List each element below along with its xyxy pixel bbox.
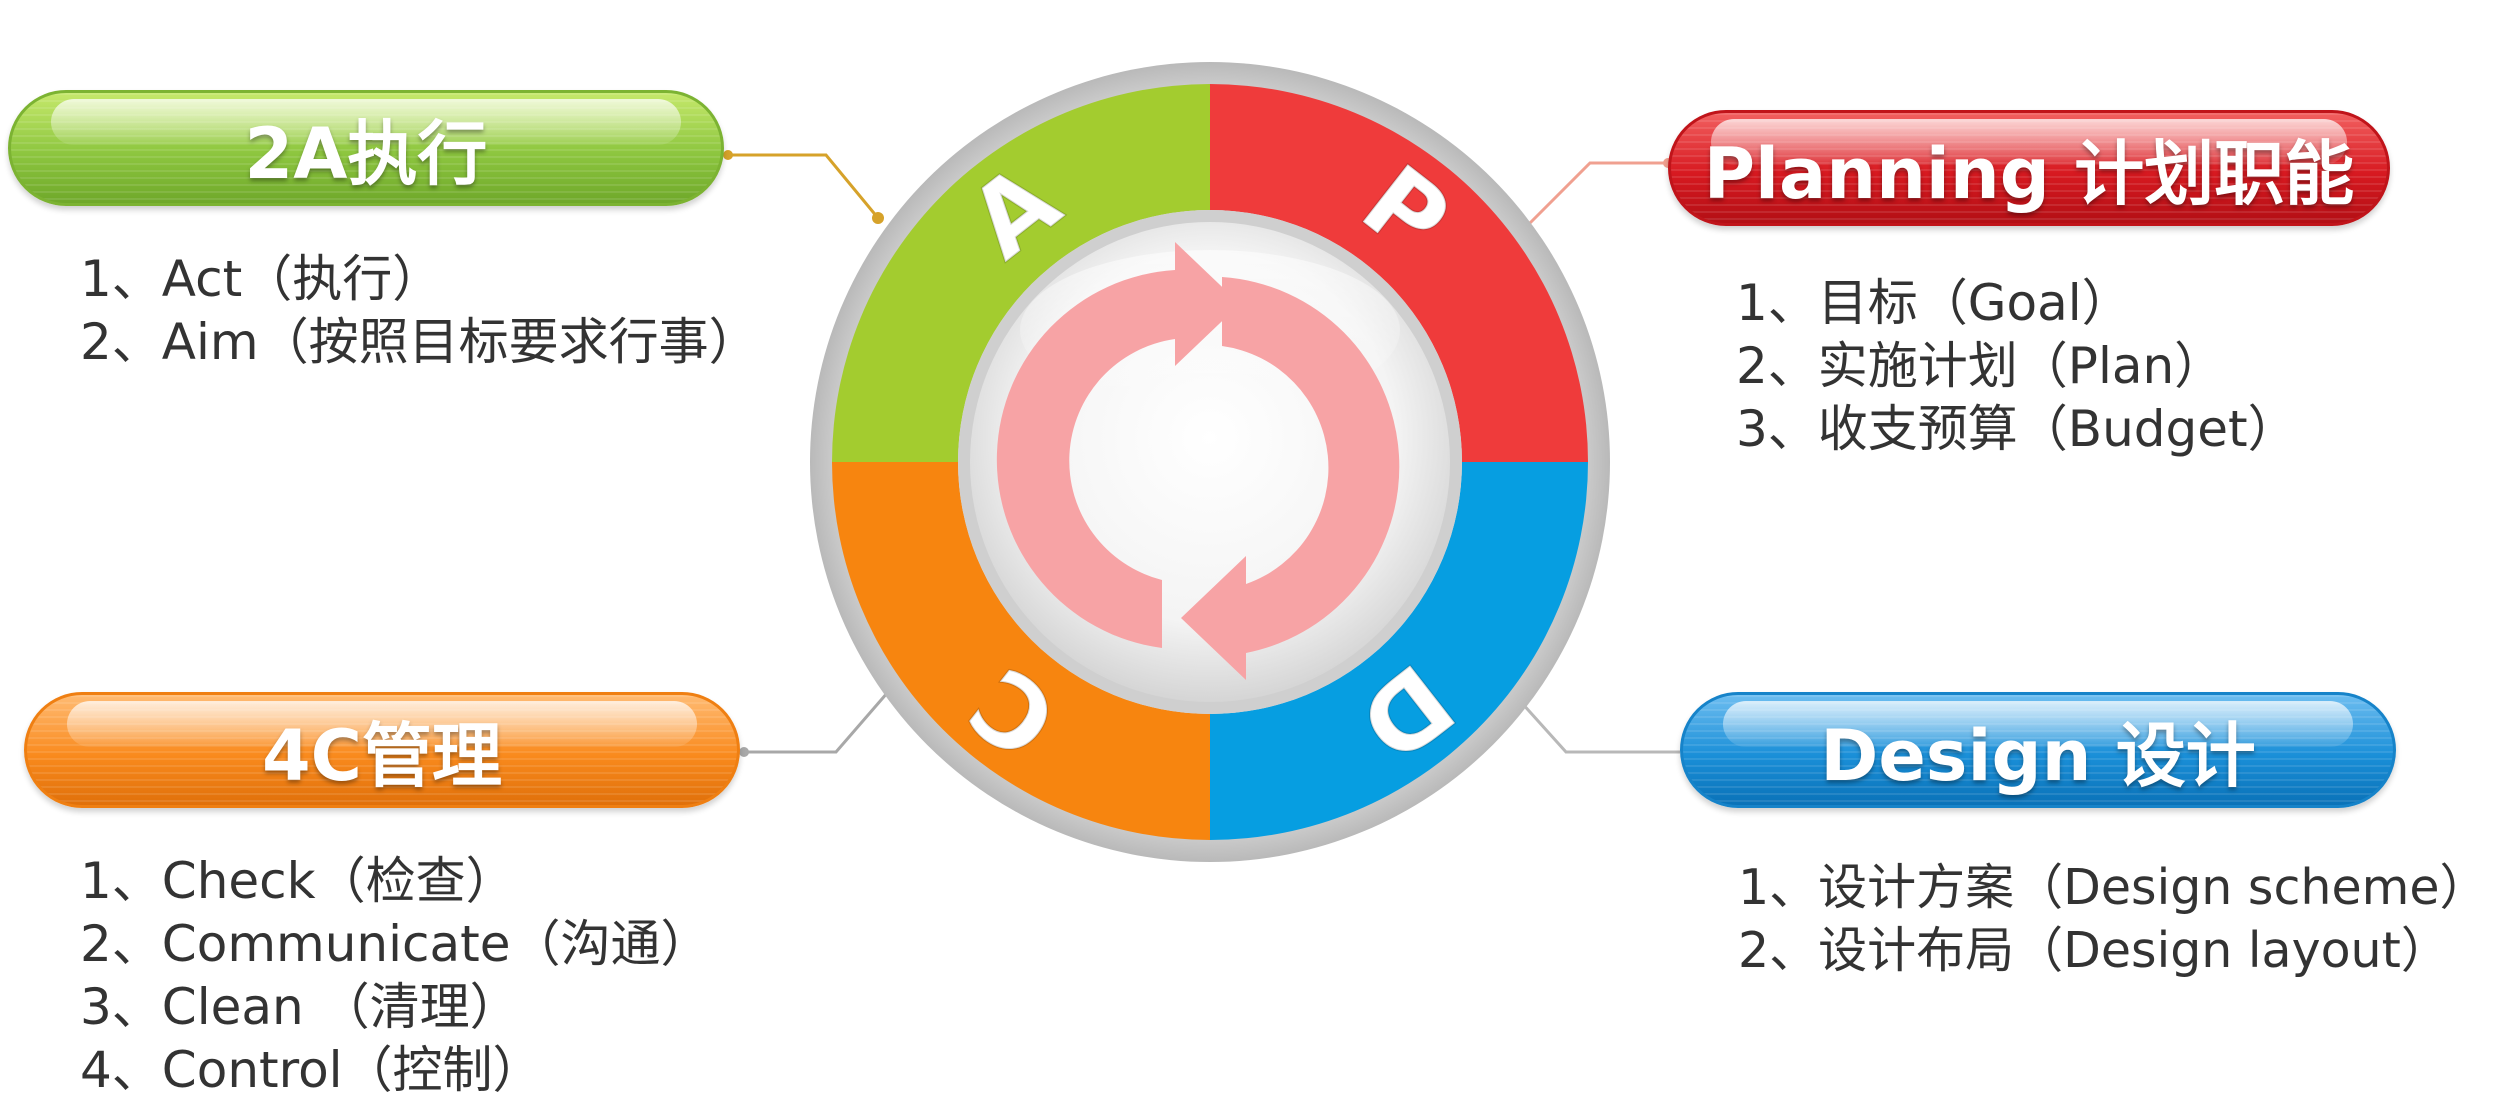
quadrant-c	[832, 462, 1210, 840]
connector-dot	[872, 212, 884, 224]
design-list: 1、设计方案（Design scheme） 2、设计布局（Design layo…	[1738, 856, 2488, 982]
connector-act	[728, 153, 880, 219]
list-item: 4、Control（控制）	[80, 1041, 543, 1099]
design-title-pill: Design 设计	[1680, 692, 2396, 808]
connector-plan	[1526, 161, 1668, 227]
plan-list: 1、目标（Goal） 2、实施计划（Plan） 3、收支预算（Budget）	[1736, 272, 2298, 461]
list-item: 1、Act（执行）	[80, 250, 443, 308]
act-list: 1、Act（执行） 2、Aim（按照目标要求行事）	[80, 248, 759, 374]
quadrant-a	[832, 84, 1210, 462]
list-item: 2、Aim（按照目标要求行事）	[80, 313, 759, 371]
list-item: 2、设计布局（Design layout）	[1738, 922, 2450, 979]
act-title: 2A执行	[244, 112, 488, 195]
check-list: 1、Check（检查） 2、Communicate（沟通） 3、Clean （清…	[80, 850, 711, 1102]
list-item: 1、设计方案（Design scheme）	[1738, 859, 2489, 916]
act-title-pill: 2A执行	[8, 90, 724, 206]
list-item: 2、实施计划（Plan）	[1736, 337, 2225, 395]
quadrant-p	[1210, 84, 1588, 462]
list-item: 3、Clean （清理）	[80, 978, 520, 1036]
list-item: 1、Check（检查）	[80, 852, 516, 910]
connector-dot	[723, 150, 733, 160]
quadrant-d	[1210, 462, 1588, 840]
list-item: 2、Communicate（沟通）	[80, 915, 711, 973]
cycle-arrows	[996, 242, 1400, 680]
plan-title: Planning 计划职能	[1703, 132, 2355, 215]
connector-dot	[739, 747, 749, 757]
plan-title-pill: Planning 计划职能	[1668, 110, 2390, 226]
check-title-pill: 4C管理	[24, 692, 740, 808]
cycle-arrow-top	[996, 242, 1240, 648]
check-title: 4C管理	[261, 714, 503, 797]
quadrants	[832, 84, 1588, 840]
list-item: 1、目标（Goal）	[1736, 274, 2132, 332]
list-item: 3、收支预算（Budget）	[1736, 400, 2298, 458]
cycle-arrow-bottom	[1181, 277, 1400, 680]
connector-design	[1510, 690, 1680, 754]
design-title: Design 设计	[1820, 714, 2256, 797]
connector-check	[744, 691, 890, 754]
